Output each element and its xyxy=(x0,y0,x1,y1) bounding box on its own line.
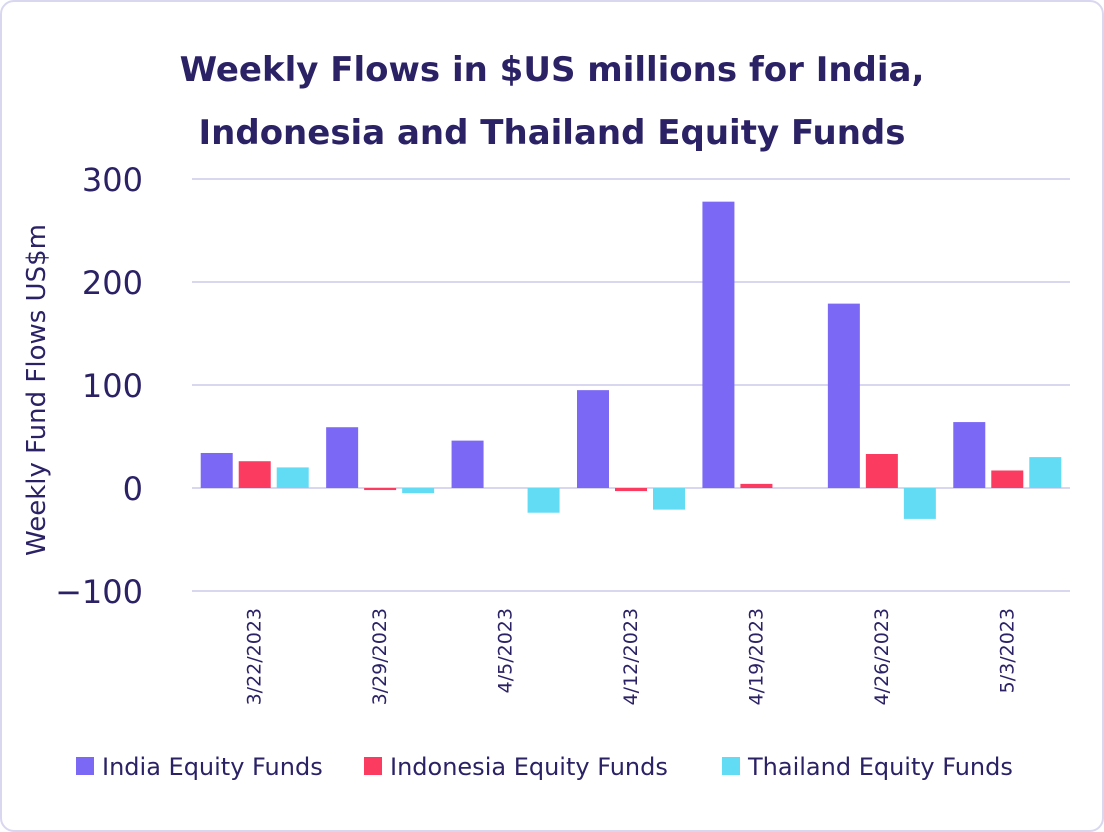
tick-labels: 300 200 100 0 −100 3/22/2023 3/29/2023 4/5/2023… xyxy=(55,161,1018,705)
bar-india-equity-funds-5 xyxy=(827,303,860,488)
legend-swatch-0 xyxy=(76,757,94,775)
x-tick-label: 3/22/2023 xyxy=(244,608,266,705)
x-tick-label: 4/12/2023 xyxy=(620,608,642,705)
legend-swatch-1 xyxy=(364,757,382,775)
x-tick-label: 5/3/2023 xyxy=(996,608,1018,693)
bar-india-equity-funds-3 xyxy=(577,390,609,488)
bar-india-equity-funds-6 xyxy=(953,422,986,488)
y-tick-label: 0 xyxy=(123,470,143,508)
gridlines xyxy=(192,178,1070,592)
bar-india-equity-funds-1 xyxy=(326,427,359,488)
y-axis-label: Weekly Fund Flows US$m xyxy=(22,224,52,556)
bars xyxy=(200,201,1062,519)
legend-label-2: Thailand Equity Funds xyxy=(747,753,1013,781)
x-tick-label: 3/29/2023 xyxy=(369,608,391,705)
x-tick-label: 4/26/2023 xyxy=(871,608,893,705)
bar-indonesia-equity-funds-3 xyxy=(615,488,647,492)
x-tick-label: 4/5/2023 xyxy=(495,608,517,693)
x-tick-label: 4/19/2023 xyxy=(745,608,767,705)
bar-indonesia-equity-funds-5 xyxy=(865,454,898,488)
y-tick-label: 200 xyxy=(82,264,143,302)
bar-indonesia-equity-funds-6 xyxy=(991,470,1024,488)
chart-title-line-2: Indonesia and Thailand Equity Funds xyxy=(199,113,906,153)
legend-label-1: Indonesia Equity Funds xyxy=(390,753,668,781)
bar-india-equity-funds-4 xyxy=(702,201,735,488)
bar-thailand-equity-funds-3 xyxy=(653,488,685,510)
bar-india-equity-funds-2 xyxy=(451,440,484,488)
legend-label-0: India Equity Funds xyxy=(102,753,323,781)
chart-title-line-1: Weekly Flows in $US millions for India, xyxy=(180,50,925,90)
y-tick-label: 100 xyxy=(82,367,143,405)
bar-indonesia-equity-funds-1 xyxy=(364,488,397,491)
bar-thailand-equity-funds-0 xyxy=(276,467,309,488)
bar-india-equity-funds-0 xyxy=(200,452,233,488)
legend-swatch-2 xyxy=(722,757,740,775)
bar-thailand-equity-funds-1 xyxy=(402,488,435,494)
y-tick-label: −100 xyxy=(55,573,143,611)
bar-thailand-equity-funds-2 xyxy=(527,488,560,513)
bar-thailand-equity-funds-5 xyxy=(903,488,936,519)
legend: India Equity Funds Indonesia Equity Funds… xyxy=(76,753,1013,781)
bar-indonesia-equity-funds-4 xyxy=(740,483,773,488)
bar-indonesia-equity-funds-0 xyxy=(238,461,271,488)
y-tick-label: 300 xyxy=(82,161,143,199)
bar-thailand-equity-funds-6 xyxy=(1029,457,1062,488)
